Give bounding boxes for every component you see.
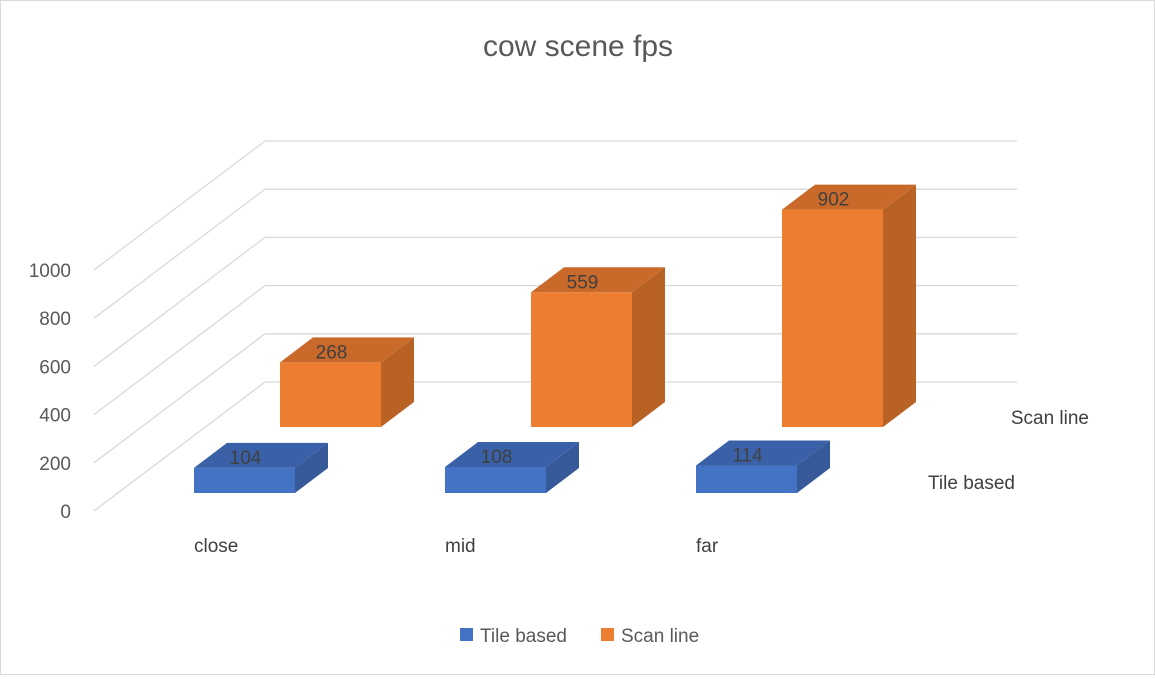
bar-front-face bbox=[280, 362, 381, 427]
bar-side-face bbox=[797, 440, 830, 493]
gridline-side bbox=[93, 188, 266, 319]
bar-side-face bbox=[546, 441, 579, 493]
bar-tile-based-far bbox=[696, 440, 830, 493]
category-label: mid bbox=[445, 536, 476, 557]
bar-side-face bbox=[883, 184, 916, 427]
bar-tile-based-mid bbox=[445, 441, 579, 493]
category-label: far bbox=[696, 536, 719, 557]
data-label: 104 bbox=[230, 448, 262, 469]
category-label: close bbox=[194, 536, 238, 557]
gridline-side bbox=[93, 236, 266, 367]
series-depth-labels: Tile based Scan line bbox=[928, 408, 1089, 494]
bar-top-face bbox=[782, 184, 916, 210]
legend-item: Tile based bbox=[460, 626, 567, 647]
bar-top-face bbox=[696, 440, 830, 466]
bar-top-face bbox=[194, 442, 328, 468]
bar-front-face bbox=[696, 465, 797, 493]
bar-top-face bbox=[280, 337, 414, 363]
y-tick-label: 0 bbox=[60, 502, 71, 523]
y-tick-label: 1000 bbox=[29, 261, 71, 282]
bar-side-face bbox=[381, 337, 414, 427]
gridline-side bbox=[93, 381, 266, 512]
data-label: 108 bbox=[481, 447, 513, 468]
bar-scan-line-far bbox=[782, 184, 916, 427]
chart-title: cow scene fps bbox=[483, 30, 673, 63]
gridline-side bbox=[93, 285, 266, 416]
y-tick-label: 600 bbox=[39, 357, 71, 378]
bar-front-face bbox=[445, 466, 546, 493]
legend-label: Tile based bbox=[480, 626, 567, 647]
data-label: 559 bbox=[567, 272, 599, 293]
bars bbox=[194, 184, 916, 493]
legend: Tile based Scan line bbox=[460, 626, 699, 647]
bar-scan-line-mid bbox=[531, 267, 665, 427]
data-label: 902 bbox=[818, 190, 850, 211]
bar-side-face bbox=[295, 442, 328, 493]
y-tick-label: 200 bbox=[39, 454, 71, 475]
series-depth-label: Tile based bbox=[928, 473, 1015, 494]
gridline-side bbox=[93, 140, 266, 271]
bar-side-face bbox=[632, 267, 665, 427]
bar-front-face bbox=[531, 292, 632, 427]
y-tick-label: 400 bbox=[39, 406, 71, 427]
legend-item: Scan line bbox=[601, 626, 699, 647]
series-depth-label: Scan line bbox=[1011, 408, 1089, 429]
y-tick-label: 800 bbox=[39, 309, 71, 330]
bar-scan-line-close bbox=[280, 337, 414, 427]
gridline-side bbox=[93, 333, 266, 464]
legend-swatch bbox=[460, 628, 473, 641]
bar-top-face bbox=[445, 441, 579, 467]
y-axis-ticks: 0 200 400 600 800 1000 bbox=[29, 261, 71, 523]
bar-top-face bbox=[531, 267, 665, 293]
legend-label: Scan line bbox=[621, 626, 699, 647]
bar-tile-based-close bbox=[194, 442, 328, 493]
data-label: 268 bbox=[316, 342, 348, 363]
bar-front-face bbox=[194, 467, 295, 493]
legend-swatch bbox=[601, 628, 614, 641]
bar-front-face bbox=[782, 209, 883, 427]
data-label: 114 bbox=[732, 446, 763, 467]
category-labels: close mid far bbox=[194, 536, 719, 557]
data-labels: 268 559 902 104 108 114 bbox=[230, 190, 850, 469]
